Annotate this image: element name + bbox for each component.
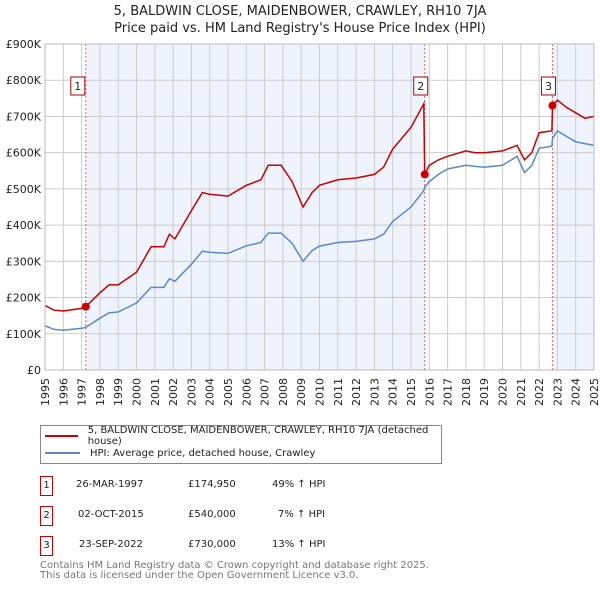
x-tick-label: 2011 bbox=[332, 378, 345, 406]
licence-text: This data is licensed under the Open Gov… bbox=[40, 570, 359, 581]
shaded-range bbox=[552, 44, 594, 370]
y-tick-label: £300K bbox=[6, 255, 42, 268]
y-tick-label: £600K bbox=[6, 147, 42, 160]
sale-date: 23-SEP-2022 bbox=[79, 539, 143, 550]
x-tick-label: 2025 bbox=[588, 378, 600, 406]
y-tick-label: £500K bbox=[6, 183, 42, 196]
x-tick-label: 1999 bbox=[112, 378, 125, 406]
legend-label: 5, BALDWIN CLOSE, MAIDENBOWER, CRAWLEY, … bbox=[87, 425, 429, 447]
x-tick-label: 2015 bbox=[405, 378, 418, 406]
sale-row: 3 23-SEP-2022 £730,000 13% ↑ HPI bbox=[40, 536, 600, 556]
plot-border bbox=[44, 43, 595, 371]
x-tick-label: 1995 bbox=[39, 378, 52, 406]
y-tick-label: £900K bbox=[6, 38, 42, 51]
x-tick-label: 1996 bbox=[57, 378, 70, 406]
sale-label-box bbox=[540, 76, 556, 96]
sale-row: 1 26-MAR-1997 £174,950 49% ↑ HPI bbox=[40, 476, 600, 496]
x-tick-label: 2001 bbox=[149, 378, 162, 406]
sale-hpi: 13% ↑ HPI bbox=[272, 539, 326, 550]
series-line bbox=[44, 99, 595, 312]
footer: Contains HM Land Registry data © Crown c… bbox=[40, 561, 429, 581]
x-tick-label: 2022 bbox=[533, 378, 546, 406]
x-tick-label: 2024 bbox=[570, 378, 583, 406]
y-tick-label: £800K bbox=[6, 74, 42, 87]
sale-label-box bbox=[413, 76, 429, 96]
sale-date: 02-OCT-2015 bbox=[78, 509, 144, 520]
y-tick-label: £100K bbox=[6, 328, 42, 341]
sale-hpi: 7% ↑ HPI bbox=[278, 509, 326, 520]
sale-hpi: 49% ↑ HPI bbox=[272, 479, 326, 490]
x-tick-label: 2017 bbox=[442, 378, 455, 406]
legend-label: HPI: Average price, detached house, Craw… bbox=[90, 447, 316, 459]
legend-item-hpi: HPI: Average price, detached house, Craw… bbox=[41, 445, 315, 461]
x-tick-label: 2014 bbox=[387, 378, 400, 406]
x-tick-label: 2018 bbox=[460, 378, 473, 406]
shaded-range bbox=[85, 44, 425, 370]
chart-subtitle: Price paid vs. HM Land Registry's House … bbox=[114, 21, 486, 36]
sale-marker-badge: 3 bbox=[40, 536, 53, 556]
sale-point bbox=[420, 170, 429, 179]
sale-price: £540,000 bbox=[188, 509, 236, 520]
x-tick-label: 2002 bbox=[167, 378, 180, 406]
x-tick-label: 2009 bbox=[295, 378, 308, 406]
sale-point bbox=[81, 302, 90, 311]
x-tick-label: 1997 bbox=[76, 378, 89, 406]
y-tick-label: £400K bbox=[6, 219, 42, 232]
x-tick-label: 2010 bbox=[314, 378, 327, 406]
x-tick-label: 2004 bbox=[204, 378, 217, 406]
y-tick-label: £0 bbox=[27, 364, 41, 377]
x-tick-label: 1998 bbox=[94, 378, 107, 406]
x-tick-label: 2000 bbox=[131, 378, 144, 406]
legend-item-property: 5, BALDWIN CLOSE, MAIDENBOWER, CRAWLEY, … bbox=[41, 425, 441, 447]
legend: 5, BALDWIN CLOSE, MAIDENBOWER, CRAWLEY, … bbox=[40, 425, 442, 464]
sale-marker-badge: 1 bbox=[40, 476, 53, 496]
sale-label-box bbox=[70, 76, 86, 96]
chart: 1995 1996 1997 1998 1999 2000 2001 2002 2003 2004… bbox=[6, 38, 600, 406]
sale-date: 26-MAR-1997 bbox=[76, 479, 144, 490]
x-tick-label: 2019 bbox=[478, 378, 491, 406]
x-tick-label: 2016 bbox=[423, 378, 436, 406]
sale-row: 2 02-OCT-2015 £540,000 7% ↑ HPI bbox=[40, 506, 600, 526]
y-tick-label: £700K bbox=[6, 110, 42, 123]
sale-price: £174,950 bbox=[188, 479, 236, 490]
chart-title: 5, BALDWIN CLOSE, MAIDENBOWER, CRAWLEY, … bbox=[113, 4, 487, 19]
sale-point bbox=[548, 101, 557, 110]
x-tick-label: 2012 bbox=[350, 378, 363, 406]
sale-marker-badge: 2 bbox=[40, 506, 53, 526]
sale-price: £730,000 bbox=[188, 539, 236, 550]
sale-label: 2 bbox=[417, 80, 424, 93]
x-tick-label: 2020 bbox=[497, 378, 510, 406]
x-tick-label: 2005 bbox=[222, 378, 235, 406]
x-tick-label: 2013 bbox=[368, 378, 381, 406]
series-line bbox=[44, 129, 595, 331]
x-tick-label: 2021 bbox=[515, 378, 528, 406]
x-tick-label: 2003 bbox=[185, 378, 198, 406]
sale-label: 3 bbox=[545, 80, 552, 93]
x-tick-label: 2007 bbox=[259, 378, 272, 406]
copyright-text: Contains HM Land Registry data © Crown c… bbox=[40, 560, 429, 571]
x-tick-label: 2008 bbox=[277, 378, 290, 406]
x-tick-label: 2023 bbox=[551, 378, 564, 406]
sale-label: 1 bbox=[74, 80, 81, 93]
x-tick-label: 2006 bbox=[240, 378, 253, 406]
y-tick-label: £200K bbox=[6, 292, 42, 305]
